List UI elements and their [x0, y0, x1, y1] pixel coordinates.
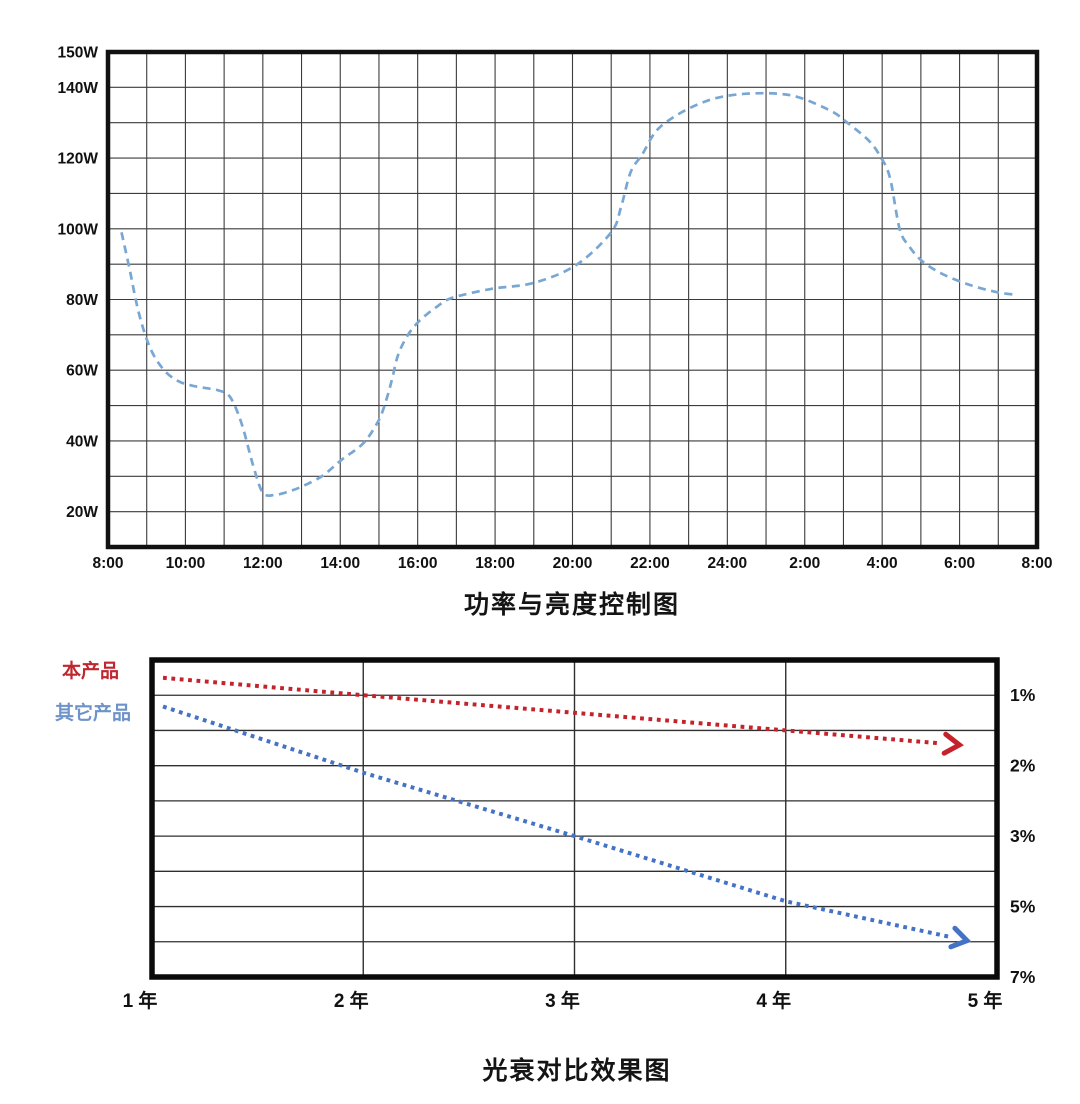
- y-tick-label: 100W: [58, 221, 99, 238]
- x-tick-label: 8:00: [92, 555, 123, 572]
- year-tick-label: 5 年: [968, 989, 1003, 1012]
- chart2-grid: [152, 660, 997, 977]
- year-tick-label: 4 年: [756, 989, 791, 1012]
- y-tick-label: 40W: [66, 433, 98, 450]
- power-curve: [120, 91, 1018, 498]
- year-tick-label: 3 年: [545, 989, 580, 1012]
- x-tick-label: 6:00: [944, 555, 975, 572]
- chart2-percent-labels: 1% 2% 3% 5% 7%: [1010, 685, 1036, 987]
- x-tick-label: 4:00: [867, 555, 898, 572]
- chart1-border: [105, 49, 1040, 550]
- percent-tick-label: 3%: [1010, 826, 1036, 846]
- chart1-y-axis-labels: 150W 140W 120W 100W 80W 60W 40W 20W: [58, 45, 99, 522]
- x-tick-label: 12:00: [243, 555, 283, 572]
- year-tick-label: 2 年: [334, 989, 369, 1012]
- y-tick-label: 20W: [66, 504, 98, 521]
- decay-line-this-product-arrowhead: [941, 731, 964, 756]
- chart2-year-labels: 1 年 2 年 3 年 4 年 5 年: [123, 989, 1003, 1012]
- percent-tick-label: 5%: [1010, 897, 1036, 917]
- x-tick-label: 10:00: [166, 555, 206, 572]
- legend-item-this-product: 本产品: [62, 661, 120, 682]
- chart1-grid: [108, 52, 1037, 547]
- decay-line-other-products: [162, 704, 950, 939]
- y-tick-label: 150W: [58, 45, 99, 62]
- decay-line-other-products-arrowhead: [948, 925, 972, 950]
- chart1-title: 功率与亮度控制图: [463, 592, 681, 619]
- decay-line-this-product: [162, 675, 942, 746]
- y-tick-label: 80W: [66, 292, 98, 309]
- x-tick-label: 2:00: [789, 555, 820, 572]
- percent-tick-label: 7%: [1010, 967, 1036, 987]
- chart2-title: 光衰对比效果图: [482, 1058, 672, 1085]
- y-tick-label: 120W: [58, 151, 99, 168]
- x-tick-label: 24:00: [708, 555, 748, 572]
- legend-item-other-products: 其它产品: [55, 703, 132, 724]
- year-tick-label: 1 年: [123, 989, 158, 1012]
- percent-tick-label: 2%: [1010, 756, 1036, 776]
- x-tick-label: 16:00: [398, 555, 438, 572]
- x-tick-label: 18:00: [475, 555, 515, 572]
- y-tick-label: 140W: [58, 80, 99, 97]
- percent-tick-label: 1%: [1010, 685, 1036, 705]
- chart2-border: [149, 657, 1000, 980]
- x-tick-label: 8:00: [1021, 555, 1052, 572]
- chart1-x-axis-labels: 8:00 10:00 12:00 14:00 16:00 18:00 20:00 22:00 2…: [92, 555, 1052, 572]
- x-tick-label: 22:00: [630, 555, 670, 572]
- x-tick-label: 14:00: [320, 555, 360, 572]
- x-tick-label: 20:00: [553, 555, 593, 572]
- y-tick-label: 60W: [66, 363, 98, 380]
